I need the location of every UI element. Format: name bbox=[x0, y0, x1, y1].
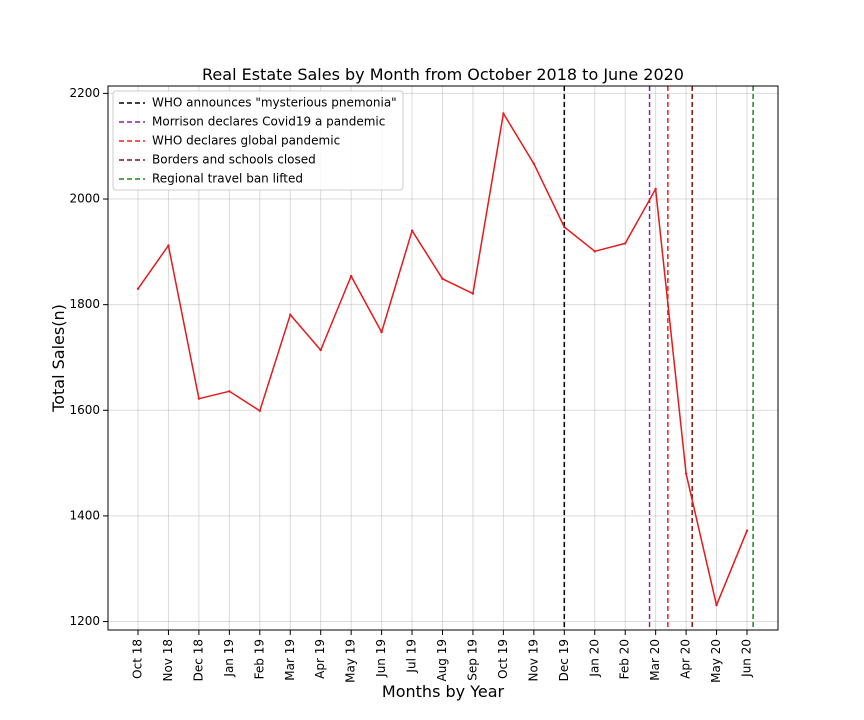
x-tick-label: Jun 19 bbox=[374, 639, 388, 678]
y-tick-label: 1400 bbox=[69, 508, 100, 522]
sales-data-point bbox=[624, 242, 627, 245]
y-tick-label: 2200 bbox=[69, 86, 100, 100]
event-lines bbox=[563, 86, 754, 630]
x-tick-label: Jun 20 bbox=[740, 639, 754, 678]
sales-data-point bbox=[197, 397, 201, 400]
x-tick-label: Apr 19 bbox=[313, 639, 327, 679]
y-tick-label: 2000 bbox=[69, 192, 100, 206]
sales-data-point bbox=[441, 277, 444, 280]
legend-box bbox=[112, 90, 404, 191]
sales-data-point bbox=[715, 603, 718, 607]
legend-entry-label: Borders and schools closed bbox=[152, 153, 316, 167]
legend-entry-label: WHO declares global pandemic bbox=[152, 134, 340, 148]
sales-data-point bbox=[380, 330, 383, 334]
x-tick-label: Oct 19 bbox=[496, 639, 510, 679]
x-tick-label: Aug 19 bbox=[435, 639, 449, 682]
x-tick-label: Nov 19 bbox=[526, 639, 540, 682]
y-axis-label: Total Sales(n) bbox=[49, 304, 68, 413]
x-tick-label: Sep 19 bbox=[465, 639, 479, 681]
x-ticks: Oct 18 Nov 18 Dec 18 Jan 19 Feb 19 Mar 19 Apr … bbox=[131, 630, 754, 683]
sales-data-point bbox=[167, 244, 170, 247]
sales-data-point bbox=[228, 390, 231, 393]
x-tick-label: Apr 20 bbox=[679, 639, 693, 679]
sales-data-point bbox=[349, 274, 353, 278]
x-axis-label: Months by Year bbox=[382, 682, 505, 701]
x-tick-label: Mar 20 bbox=[648, 639, 662, 681]
y-ticks: 1200 1400 1600 1800 2000 2200 bbox=[69, 86, 108, 628]
x-tick-label: Dec 19 bbox=[557, 639, 571, 681]
y-tick-label: 1200 bbox=[69, 614, 100, 628]
x-tick-label: Jan 19 bbox=[222, 639, 236, 678]
legend-entry-label: Regional travel ban lifted bbox=[152, 172, 303, 186]
sales-data-point bbox=[593, 250, 596, 253]
x-tick-label: Jul 19 bbox=[405, 639, 419, 674]
sales-data-point bbox=[471, 292, 475, 295]
x-tick-label: Jan 20 bbox=[587, 639, 601, 678]
sales-data-point bbox=[289, 313, 292, 316]
y-tick-label: 1800 bbox=[69, 297, 100, 311]
x-tick-label: Feb 20 bbox=[618, 639, 632, 679]
x-tick-label: Mar 19 bbox=[283, 639, 297, 681]
series-layer bbox=[136, 112, 749, 607]
sales-data-point bbox=[319, 348, 322, 352]
sales-data-point bbox=[745, 529, 749, 532]
sales-data-point bbox=[563, 225, 566, 229]
x-tick-label: May 20 bbox=[709, 639, 723, 683]
legend-entry-label: Morrison declares Covid19 a pandemic bbox=[152, 115, 385, 129]
sales-data-point bbox=[654, 187, 657, 191]
sales-data-point bbox=[502, 112, 505, 115]
sales-data-point bbox=[532, 162, 536, 165]
chart-title: Real Estate Sales by Month from October … bbox=[202, 65, 684, 84]
x-tick-label: Oct 18 bbox=[131, 639, 145, 679]
sales-data-point bbox=[258, 409, 261, 413]
legend: WHO announces "mysterious pnemonia" Morri… bbox=[112, 90, 404, 191]
sales-data-point bbox=[136, 287, 140, 291]
sales-data-point bbox=[410, 229, 414, 232]
y-tick-label: 1600 bbox=[69, 403, 100, 417]
sales-data-point bbox=[684, 472, 688, 475]
legend-entry-label: WHO announces "mysterious pnemonia" bbox=[152, 96, 397, 110]
x-tick-label: Dec 18 bbox=[191, 639, 205, 681]
x-tick-label: May 19 bbox=[344, 639, 358, 683]
x-tick-label: Nov 18 bbox=[161, 639, 175, 682]
x-tick-label: Feb 19 bbox=[252, 639, 266, 679]
